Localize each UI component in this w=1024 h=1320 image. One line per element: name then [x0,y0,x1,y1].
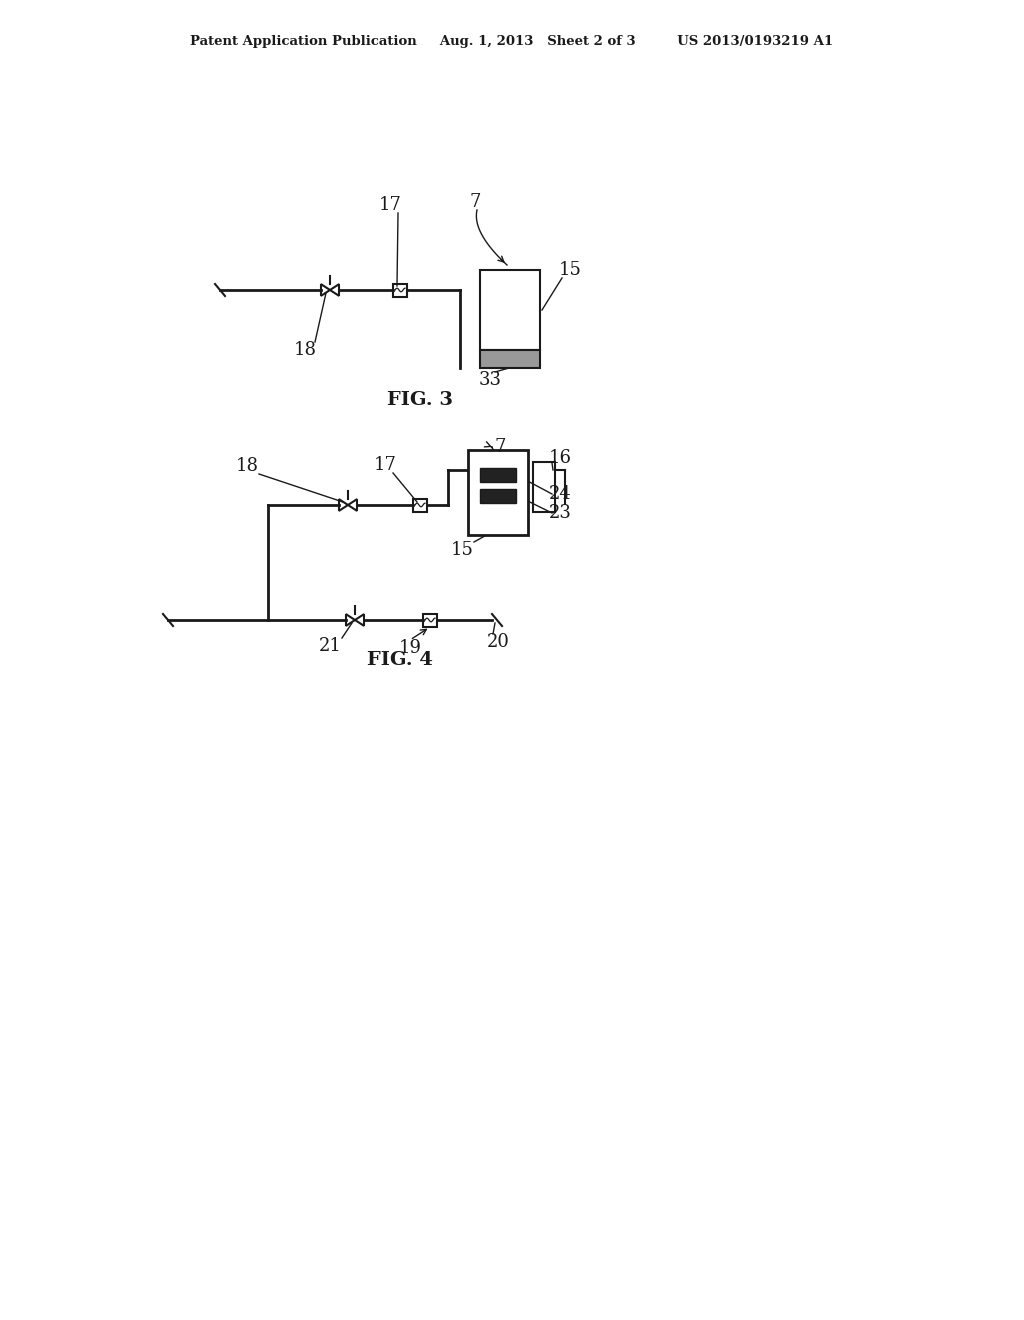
Text: 7: 7 [469,193,480,211]
Text: 18: 18 [236,457,258,475]
Bar [468,450,528,535]
Bar [423,614,437,627]
Text: 17: 17 [379,195,401,214]
Text: Patent Application Publication     Aug. 1, 2013   Sheet 2 of 3         US 2013/0: Patent Application Publication Aug. 1, 2… [190,36,834,49]
Text: 7: 7 [495,438,506,455]
Text: 19: 19 [398,639,422,657]
Text: 18: 18 [294,341,316,359]
Bar [480,350,540,368]
Bar [480,271,540,350]
Text: 16: 16 [549,449,571,467]
Bar [480,488,516,503]
Text: 20: 20 [486,634,509,651]
Text: FIG. 3: FIG. 3 [387,391,453,409]
Bar [413,499,427,511]
Text: 17: 17 [374,455,396,474]
Bar [534,462,555,512]
Bar [480,469,516,482]
Text: FIG. 4: FIG. 4 [367,651,433,669]
Text: 15: 15 [558,261,582,279]
Text: 23: 23 [549,504,571,521]
Text: 33: 33 [478,371,502,389]
Text: 24: 24 [549,484,571,503]
Bar [393,284,407,297]
Text: 21: 21 [318,638,341,655]
Text: 15: 15 [451,541,473,558]
